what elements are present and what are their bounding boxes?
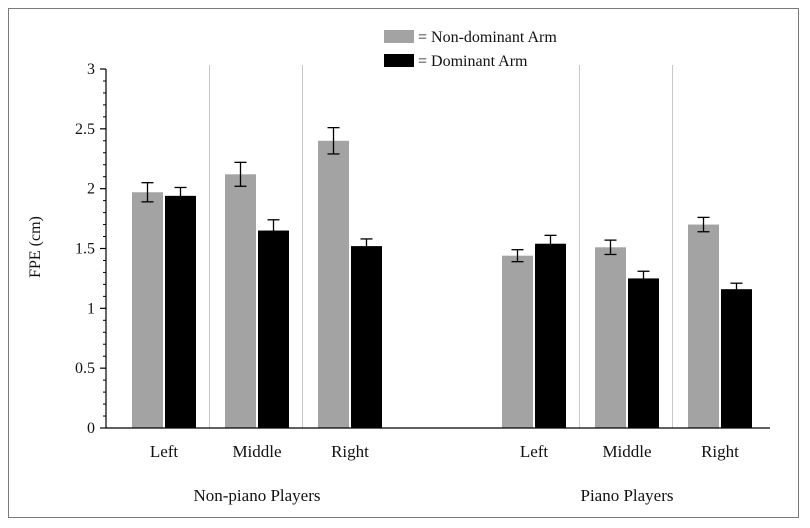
x-category-label: Right [331, 442, 369, 461]
bar-non-dominant [318, 140, 349, 429]
bars-layer [132, 126, 752, 429]
bar-dominant [628, 278, 659, 428]
error-bar [267, 219, 280, 242]
legend-swatch-non-dominant [384, 30, 414, 43]
x-category-label: Middle [602, 442, 651, 461]
bar-dominant [351, 246, 382, 428]
x-axis-labels: Left Middle Right Non-piano Players Left Midd… [150, 442, 739, 505]
bar-dominant [721, 289, 752, 428]
bar-non-dominant [132, 192, 163, 428]
error-bar [141, 182, 154, 203]
y-tick-label: 2 [87, 181, 95, 198]
error-bar [637, 270, 650, 287]
y-axis-label: FPE (cm) [27, 216, 44, 278]
error-bar [697, 216, 710, 233]
y-tick-label: 2.5 [75, 121, 95, 138]
error-bar [604, 239, 617, 256]
category-separators [209, 65, 673, 428]
y-tick-label: 0 [87, 420, 95, 437]
x-group-label: Piano Players [580, 486, 673, 505]
x-group-label: Non-piano Players [193, 486, 320, 505]
error-bar [234, 161, 247, 187]
error-bar [174, 186, 187, 205]
y-tick-label: 0.5 [75, 360, 95, 377]
bar-non-dominant [225, 174, 256, 428]
legend: = Non-dominant Arm = Dominant Arm [384, 29, 557, 70]
legend-label-dominant: = Dominant Arm [418, 53, 528, 70]
bar-dominant [258, 230, 289, 428]
error-bar [544, 234, 557, 253]
y-tick-label: 1.5 [75, 241, 95, 258]
y-tick-label: 3 [87, 61, 95, 78]
bar-non-dominant [688, 224, 719, 428]
y-tick-label: 1 [87, 300, 95, 317]
legend-swatch-dominant [384, 54, 414, 67]
error-bar [327, 126, 340, 155]
bar-dominant [165, 195, 196, 428]
y-axis: 0 0.5 1 1.5 2 2.5 3 [75, 61, 107, 437]
error-bar [730, 282, 743, 296]
error-bar [360, 238, 373, 254]
x-category-label: Middle [232, 442, 281, 461]
legend-label-non-dominant: = Non-dominant Arm [418, 29, 557, 46]
bar-dominant [535, 243, 566, 428]
x-category-label: Left [150, 442, 179, 461]
error-bar [511, 249, 524, 263]
bar-non-dominant [502, 255, 533, 428]
bar-non-dominant [595, 247, 626, 428]
x-category-label: Left [520, 442, 549, 461]
x-category-label: Right [701, 442, 739, 461]
